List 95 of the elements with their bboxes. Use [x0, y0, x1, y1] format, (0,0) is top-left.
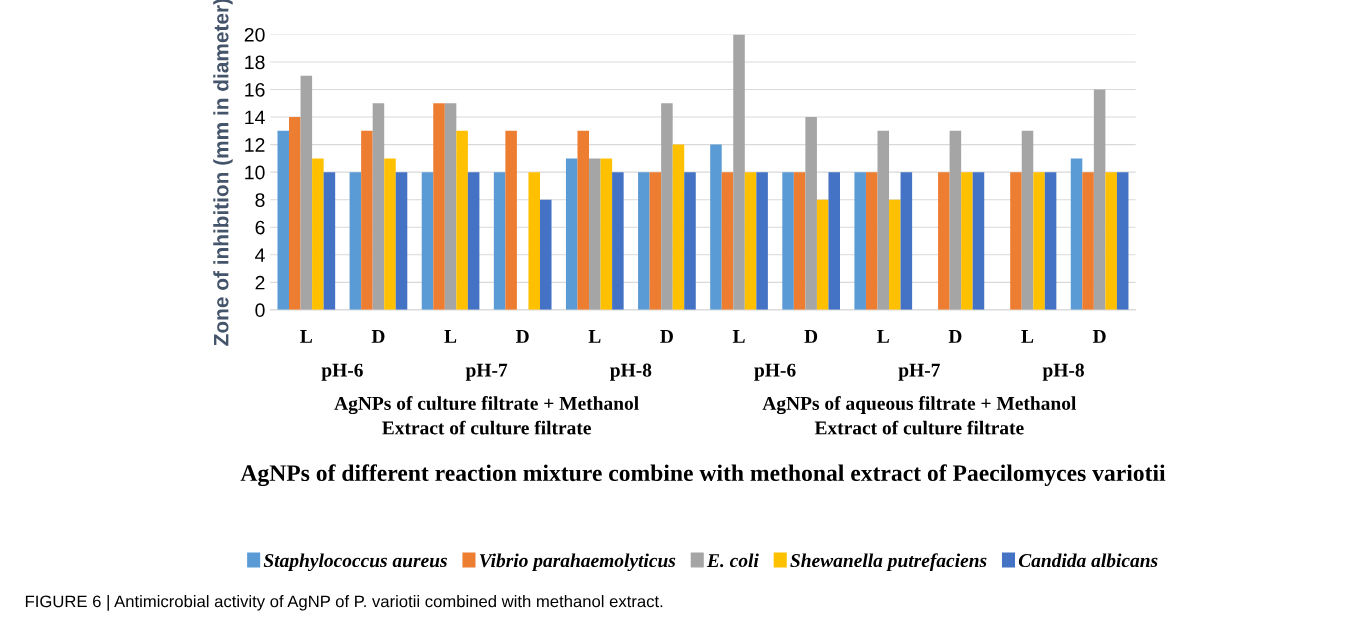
text: AgNPs of different reaction mixture combine with methonal extract of Paecilomyces variotii — [240, 464, 1166, 487]
bar — [444, 103, 457, 310]
x-tick-label: D — [660, 330, 673, 343]
text: pH-7 — [465, 363, 508, 381]
bar — [854, 172, 866, 310]
bar — [1010, 172, 1022, 310]
bar — [433, 103, 445, 310]
bar — [661, 103, 673, 310]
y-tick-label: 8 — [255, 193, 265, 207]
x-tick-label: L — [732, 330, 745, 343]
bar — [710, 144, 722, 310]
y-tick-label: 20 — [244, 27, 265, 42]
y-tick-label: 4 — [255, 248, 265, 262]
bar — [505, 130, 517, 310]
x-tick-label: L — [1021, 330, 1034, 343]
bar — [684, 172, 696, 310]
bar — [1116, 172, 1129, 310]
bar — [949, 130, 962, 310]
x-tick-label: L — [588, 330, 601, 343]
text: pH-8 — [1042, 363, 1084, 381]
x-tick-label: D — [516, 330, 529, 343]
x-tick-label: D — [948, 330, 962, 343]
bar — [395, 172, 408, 310]
bar — [1093, 89, 1106, 310]
bar — [1105, 172, 1117, 310]
bar — [721, 172, 734, 310]
bar — [456, 130, 468, 310]
bar — [877, 130, 890, 310]
x-tick-label: L — [300, 330, 312, 343]
bar — [372, 103, 385, 310]
bar — [565, 158, 578, 310]
bar — [539, 199, 552, 310]
text: AgNPs of aqueous filtrate + Methanol Extract of culture filtrate — [762, 396, 1077, 435]
bar — [1070, 158, 1083, 310]
text: pH-7 — [898, 363, 940, 381]
y-tick-label: 12 — [245, 138, 265, 152]
text: pH-8 — [610, 363, 652, 381]
bar — [577, 130, 590, 310]
legend-label: E. coli — [706, 553, 759, 568]
bar — [467, 172, 480, 310]
bar — [589, 158, 601, 310]
bar — [865, 172, 878, 310]
bar — [1033, 172, 1045, 310]
bar — [1082, 172, 1094, 310]
bar — [384, 158, 396, 310]
x-tick-label: D — [1092, 330, 1106, 343]
bar — [744, 172, 757, 310]
x-tick-label: L — [877, 330, 889, 343]
y-tick-label: 2 — [255, 275, 265, 290]
bar — [938, 172, 950, 310]
text: AgNPs of culture filtrate + Methanol Extract of culture filtrate — [334, 396, 639, 435]
bar — [756, 172, 768, 310]
x-tick-label: D — [371, 330, 385, 343]
bar — [1044, 172, 1057, 310]
bar — [1021, 130, 1034, 310]
bar — [638, 172, 650, 310]
caption: FIGURE 6 | Antimicrobial activity of AgNP of P. variotii combined with methanol extract. — [25, 595, 663, 611]
bar — [277, 130, 290, 310]
y-tick-label: 0 — [255, 303, 265, 318]
bar — [612, 172, 624, 310]
bar — [782, 172, 794, 310]
bar — [289, 117, 301, 310]
bar — [361, 130, 373, 310]
bar — [805, 117, 817, 310]
bar — [733, 34, 745, 310]
bar — [828, 172, 840, 310]
legend-label: Candida albicans — [1018, 553, 1158, 568]
bar — [672, 144, 685, 310]
bar — [349, 172, 362, 310]
legend-label: Vibrio parahaemolyticus — [479, 553, 676, 572]
x-tick-label: D — [804, 330, 818, 343]
bar — [600, 158, 613, 310]
bar — [300, 75, 313, 310]
y-tick-label: 18 — [245, 55, 265, 70]
bar — [323, 172, 336, 310]
bar — [312, 158, 324, 310]
text: pH-6 — [754, 363, 796, 381]
bar — [900, 172, 913, 310]
bar — [816, 199, 829, 310]
bar — [421, 172, 434, 310]
bar — [493, 172, 506, 310]
y-tick-label: 14 — [245, 110, 265, 125]
y-tick-label: 6 — [255, 220, 265, 235]
bar — [528, 172, 540, 310]
bar — [889, 199, 901, 310]
y-tick-label: 16 — [245, 82, 265, 97]
x-tick-label: L — [444, 330, 457, 343]
bar — [793, 172, 806, 310]
bar — [649, 172, 662, 310]
bar — [961, 172, 973, 310]
legend-label: Staphylococcus aureus — [263, 553, 447, 572]
bar — [972, 172, 985, 310]
y-tick-label: 10 — [245, 165, 265, 180]
legend-label: Shewanella putrefaciens — [790, 553, 987, 572]
text: pH-6 — [321, 363, 363, 381]
